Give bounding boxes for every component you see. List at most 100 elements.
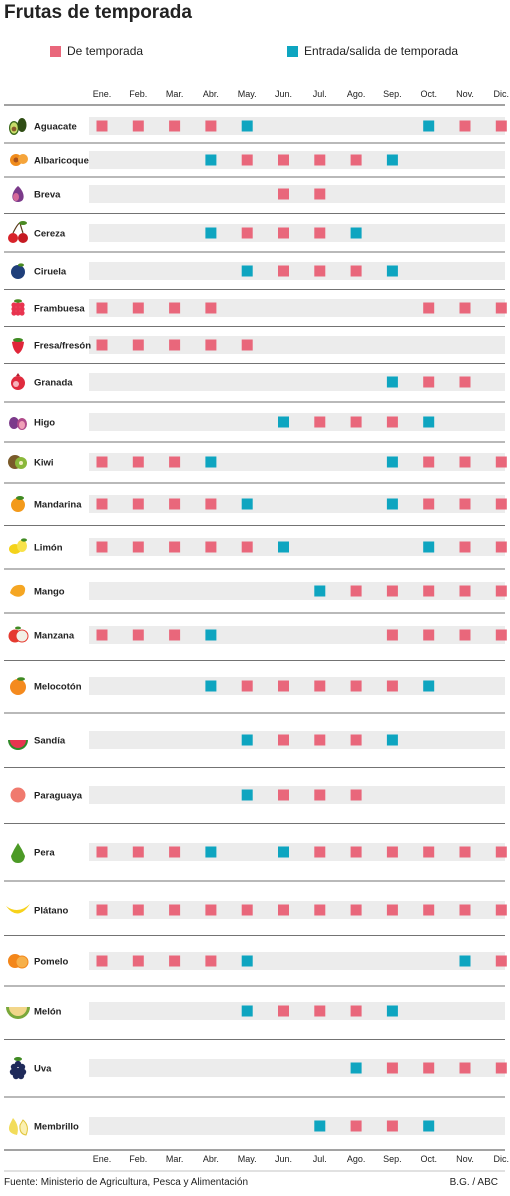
season-marker-jul xyxy=(314,904,326,916)
row-band xyxy=(89,786,505,804)
shape xyxy=(15,955,29,969)
shape xyxy=(15,626,21,630)
season-marker-mar xyxy=(169,541,181,553)
season-marker-dic xyxy=(495,456,507,468)
shape xyxy=(19,302,25,308)
credit-note: B.G. / ABC xyxy=(449,1177,498,1188)
season-marker-ago xyxy=(350,154,362,166)
shape xyxy=(18,263,24,267)
mango-icon xyxy=(10,584,26,597)
shape xyxy=(13,157,19,163)
fruit-label: Paraguaya xyxy=(34,791,83,802)
transition-marker-jun xyxy=(278,416,289,428)
season-marker-jul xyxy=(314,265,326,277)
chart-title: Frutas de temporada xyxy=(4,2,192,23)
strawberry-icon xyxy=(12,338,24,354)
mandarin-icon xyxy=(11,496,25,512)
shape xyxy=(9,417,19,429)
transition-marker-abr xyxy=(205,227,217,239)
fruit-label: Higo xyxy=(34,418,55,429)
season-marker-oct xyxy=(423,904,435,916)
fruit-label: Manzana xyxy=(34,631,75,642)
season-marker-abr xyxy=(205,302,217,314)
season-marker-ago xyxy=(350,416,362,428)
season-marker-sep xyxy=(386,416,398,428)
season-marker-oct xyxy=(423,302,435,314)
row-band xyxy=(89,373,505,391)
month-label-bottom: Ago. xyxy=(347,1154,366,1164)
month-label-top: Feb. xyxy=(129,89,147,99)
season-marker-dic xyxy=(495,541,507,553)
season-marker-ene xyxy=(96,120,108,132)
season-marker-feb xyxy=(132,456,144,468)
fruit-label: Cereza xyxy=(34,229,66,240)
row-band xyxy=(89,299,505,317)
season-marker-oct xyxy=(423,629,435,641)
fruit-label: Sandía xyxy=(34,736,66,747)
shape xyxy=(10,584,26,597)
shape xyxy=(11,265,25,279)
fruit-label: Pera xyxy=(34,848,55,859)
month-label-bottom: Feb. xyxy=(129,1154,147,1164)
season-marker-jun xyxy=(278,734,289,746)
shape xyxy=(10,787,26,803)
season-marker-may xyxy=(241,680,253,692)
month-label-top: Sep. xyxy=(383,89,402,99)
shape xyxy=(17,118,27,132)
transition-marker-oct xyxy=(423,416,435,428)
shape xyxy=(9,1007,27,1016)
shape xyxy=(15,306,21,312)
shape xyxy=(11,126,17,132)
transition-marker-oct xyxy=(423,1120,435,1132)
season-marker-ene xyxy=(96,456,108,468)
season-marker-ene xyxy=(96,955,108,967)
season-marker-dic xyxy=(495,904,507,916)
season-marker-dic xyxy=(495,120,507,132)
season-marker-jul xyxy=(314,416,326,428)
fruit-label: Melocotón xyxy=(34,682,82,693)
fruit-row-mango: Mango xyxy=(10,582,507,600)
season-marker-ago xyxy=(350,680,362,692)
transition-marker-jun xyxy=(278,541,289,553)
transition-marker-may xyxy=(241,789,253,801)
season-marker-ene xyxy=(96,904,108,916)
shape xyxy=(19,306,25,312)
legend-item-transition: Entrada/salida de temporada xyxy=(287,44,458,58)
season-marker-feb xyxy=(132,120,144,132)
legend-label-season: De temporada xyxy=(67,44,144,58)
season-marker-ene xyxy=(96,498,108,510)
pear-icon xyxy=(11,843,25,863)
raspberry-icon xyxy=(11,299,25,316)
season-marker-abr xyxy=(205,498,217,510)
season-marker-ago xyxy=(350,1005,362,1017)
season-marker-jun xyxy=(278,227,289,239)
legend-swatch-transition xyxy=(287,45,298,57)
season-marker-oct xyxy=(423,846,435,858)
season-marker-abr xyxy=(205,339,217,351)
transition-marker-may xyxy=(241,955,253,967)
shape xyxy=(18,1063,26,1071)
fruit-label: Mango xyxy=(34,587,65,598)
apricot-icon xyxy=(10,154,28,166)
apple-icon xyxy=(8,626,29,643)
shape xyxy=(13,338,23,342)
season-marker-sep xyxy=(386,585,398,597)
season-marker-feb xyxy=(132,955,144,967)
shape xyxy=(12,340,24,354)
season-marker-jul xyxy=(314,734,326,746)
transition-marker-jun xyxy=(278,846,289,858)
season-marker-ago xyxy=(350,1120,362,1132)
melon-icon xyxy=(6,1007,30,1019)
fruit-row-aguacate: Aguacate xyxy=(9,117,507,135)
month-label-top: Abr. xyxy=(203,89,219,99)
season-marker-nov xyxy=(459,541,471,553)
transition-marker-sep xyxy=(386,376,398,388)
fruit-label: Kiwi xyxy=(34,458,54,469)
transition-marker-sep xyxy=(386,265,398,277)
season-marker-may xyxy=(241,227,253,239)
season-marker-dic xyxy=(495,302,507,314)
month-label-bottom: Jun. xyxy=(275,1154,292,1164)
season-marker-jun xyxy=(278,789,289,801)
row-band xyxy=(89,626,505,644)
fruit-row-melocoton: Melocotón xyxy=(10,677,505,695)
